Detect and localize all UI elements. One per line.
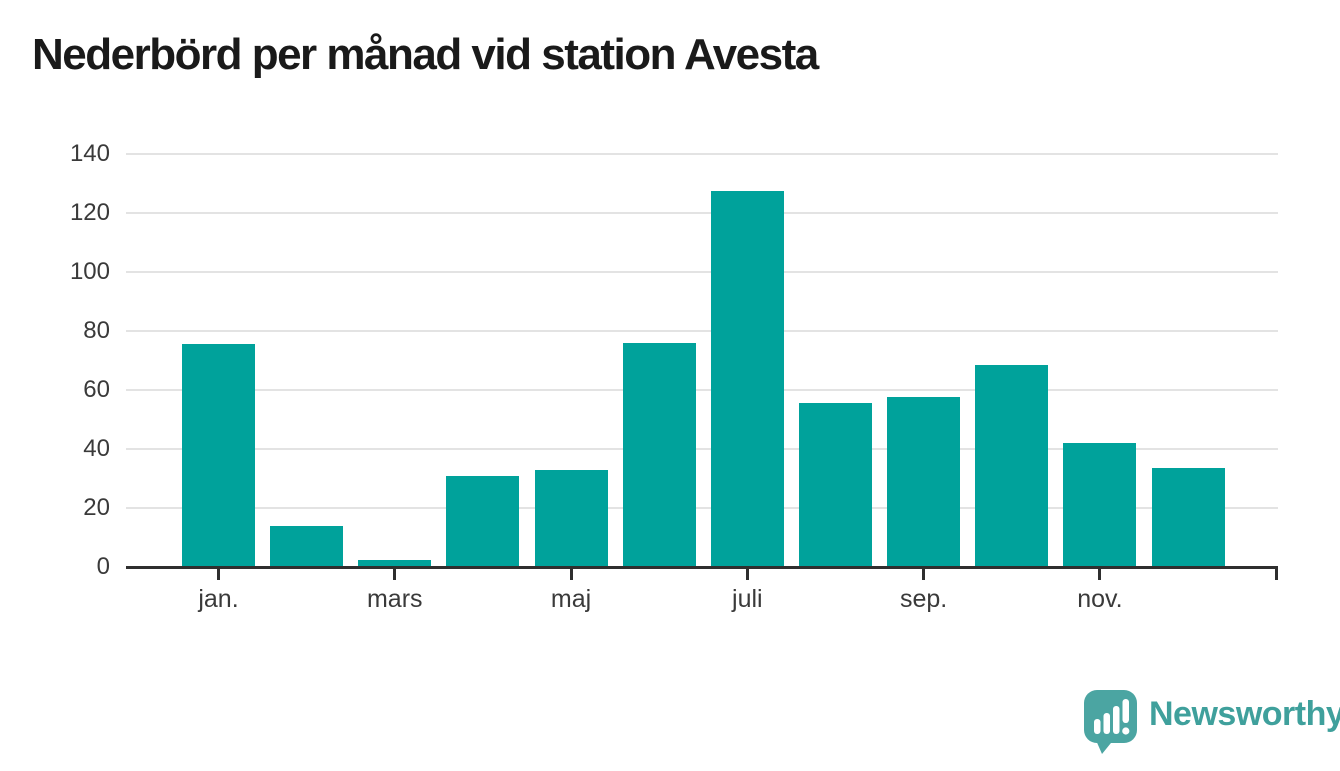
precipitation-bar-chart: 0 20 40 60 80 100 120 140 jan. mars maj juli sep. nov…	[69, 140, 1278, 613]
x-axis-tick-label: maj	[550, 585, 592, 613]
y-axis-tick-label: 0	[96, 553, 110, 580]
y-axis-tick-label: 120	[69, 199, 110, 226]
bar-juni	[622, 342, 696, 567]
x-axis-tick	[745, 569, 749, 580]
x-axis-tick	[217, 569, 220, 580]
y-gridline	[126, 212, 1278, 214]
bar-maj	[534, 469, 608, 567]
y-axis-tick-label: 40	[83, 435, 110, 462]
y-axis-tick-label: 60	[83, 376, 110, 403]
bar-jan.	[182, 344, 255, 567]
y-gridline	[126, 389, 1278, 391]
newsworthy-logo: Newsworthy	[1083, 688, 1340, 754]
x-axis-tick-label: jan.	[198, 585, 239, 613]
page-title: Nederbörd per månad vid station Avesta	[32, 30, 819, 79]
bar-dec.	[1151, 468, 1225, 567]
bar-feb.	[270, 525, 344, 567]
x-axis-tick	[569, 569, 573, 580]
y-axis-tick-label: 80	[83, 317, 110, 344]
bar-apr.	[446, 475, 520, 567]
y-axis-tick-label: 20	[83, 494, 110, 521]
y-gridline	[126, 153, 1278, 155]
bar-juli	[710, 190, 784, 567]
newsworthy-bubble-icon	[1084, 690, 1137, 754]
x-axis-tick	[1098, 569, 1102, 580]
y-gridline	[126, 271, 1278, 273]
x-axis-tick	[922, 569, 926, 580]
y-gridline	[126, 507, 1278, 509]
x-axis-tick-label: mars	[366, 585, 423, 613]
x-axis-tick-label: sep.	[899, 585, 948, 613]
y-gridline	[126, 448, 1278, 450]
bar-aug.	[798, 403, 872, 567]
x-axis-end-tick	[1275, 569, 1278, 580]
x-axis-line	[126, 566, 1278, 569]
bar-sep.	[887, 397, 961, 567]
x-axis-tick-label: juli	[732, 585, 763, 613]
bar-mars	[358, 559, 432, 567]
newsworthy-wordmark: Newsworthy	[1149, 695, 1340, 733]
x-axis-tick	[393, 569, 397, 580]
y-axis-tick-label: 100	[69, 258, 110, 285]
x-axis-tick-label: nov.	[1077, 585, 1123, 613]
y-axis-tick-label: 140	[69, 140, 110, 167]
y-gridline	[126, 330, 1278, 332]
bar-okt.	[975, 364, 1049, 567]
bar-nov.	[1063, 443, 1137, 567]
